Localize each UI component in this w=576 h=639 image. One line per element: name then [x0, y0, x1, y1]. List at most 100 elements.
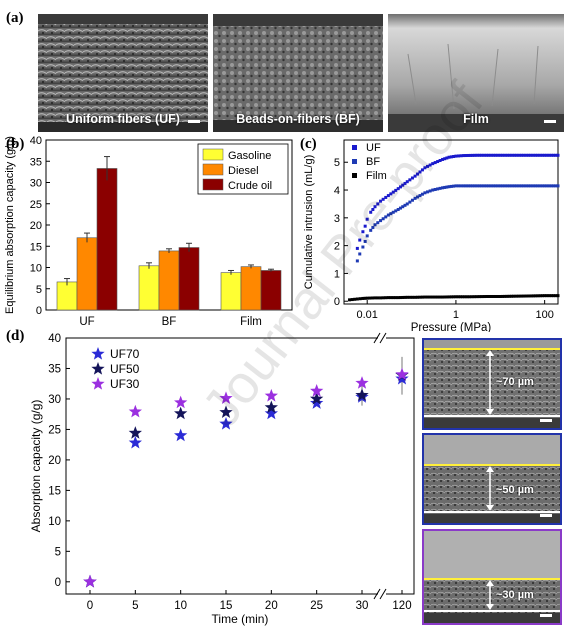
- axis-break-mark: [379, 332, 387, 344]
- legend-swatch: [202, 148, 224, 161]
- data-point-uf: [365, 217, 369, 221]
- data-point-film: [527, 294, 531, 298]
- data-point-uf: [405, 180, 409, 184]
- data-point-film: [514, 294, 518, 298]
- y-tick-label: 0: [36, 305, 42, 317]
- data-point-bf: [505, 184, 509, 188]
- data-point-uf: [489, 153, 493, 157]
- data-point-uf: [547, 153, 551, 157]
- data-point-film: [361, 296, 365, 300]
- bar-crude-oil: [178, 247, 200, 311]
- data-point-bf: [501, 184, 505, 188]
- data-point-bf: [468, 184, 472, 188]
- panel-c-label: (c): [300, 136, 317, 152]
- data-point-film: [353, 297, 357, 301]
- data-point-uf: [545, 153, 549, 157]
- data-point-uf: [524, 153, 528, 157]
- y-axis-label: Cumulative intrusion (mL/g): [303, 155, 315, 290]
- data-point-film: [420, 295, 424, 299]
- intrusion-chart: 0 1 2 3 4 5 0.01 1 100 Pressure (MPa) Cumulative i…: [303, 139, 560, 332]
- data-point-film: [445, 295, 449, 299]
- data-point-bf: [522, 184, 526, 188]
- data-star-uf30: [219, 391, 233, 405]
- data-point-film: [485, 294, 489, 298]
- y-axis-label: Equilibrium absorption capacity (g/g): [4, 136, 16, 314]
- data-point-film: [498, 294, 502, 298]
- y-tick-label: 10: [48, 516, 61, 528]
- axis-break-gap: [378, 590, 386, 598]
- data-point-uf: [396, 187, 400, 191]
- data-point-film: [522, 294, 526, 298]
- data-point-bf: [418, 194, 422, 198]
- legend-marker: [352, 173, 357, 178]
- data-point-film: [405, 295, 409, 299]
- data-point-uf: [452, 154, 456, 158]
- data-point-film: [458, 295, 462, 299]
- data-point-film: [492, 294, 496, 298]
- panel-a-label: (a): [6, 10, 24, 26]
- data-point-bf: [529, 184, 533, 188]
- data-point-film: [348, 298, 352, 302]
- data-star-uf70: [219, 416, 233, 430]
- y-tick-label: 40: [48, 333, 61, 345]
- data-point-uf: [487, 153, 491, 157]
- thickness-label-50: ~50 µm: [496, 484, 534, 496]
- legend-marker: [352, 159, 357, 164]
- data-point-uf: [408, 178, 412, 182]
- data-point-uf: [438, 159, 442, 162]
- bar-crude-oil: [96, 168, 118, 311]
- data-point-uf: [522, 153, 526, 157]
- y-tick-label: 3: [334, 213, 340, 225]
- data-point-bf: [371, 226, 375, 230]
- data-point-uf: [371, 207, 375, 211]
- thickness-label-70: ~70 µm: [496, 376, 534, 388]
- sem-image-film: Film: [388, 14, 564, 132]
- x-axis-label: Time (min): [212, 612, 269, 626]
- sem-thickness-70: ~70 µm: [422, 338, 562, 430]
- data-point-bf: [431, 188, 435, 192]
- data-star-uf50: [310, 391, 324, 405]
- scale-bar: [540, 419, 552, 422]
- data-point-film: [447, 295, 451, 299]
- data-point-bf: [503, 184, 507, 188]
- data-point-bf: [445, 185, 449, 189]
- data-point-uf: [536, 153, 540, 157]
- data-point-bf: [543, 184, 547, 188]
- data-point-uf: [454, 154, 458, 158]
- data-point-film: [376, 296, 380, 300]
- data-point-film: [423, 295, 427, 299]
- axis-break-mark: [379, 588, 387, 600]
- data-star-uf30: [83, 574, 97, 588]
- data-point-uf: [552, 153, 556, 157]
- data-point-uf: [538, 153, 542, 157]
- data-point-uf: [533, 153, 537, 157]
- data-point-bf: [416, 195, 420, 199]
- data-point-film: [358, 297, 362, 301]
- data-point-film: [410, 295, 414, 299]
- data-point-film: [365, 296, 369, 300]
- data-point-film: [501, 294, 505, 298]
- legend-label: UF: [366, 142, 381, 154]
- data-point-bf: [536, 184, 540, 188]
- data-point-film: [545, 294, 549, 298]
- data-star-uf30: [128, 404, 142, 418]
- data-point-bf: [556, 184, 560, 188]
- data-point-bf: [396, 207, 400, 211]
- data-point-uf: [501, 153, 505, 157]
- data-point-bf: [473, 184, 477, 188]
- data-point-uf: [480, 153, 484, 157]
- data-point-film: [452, 295, 456, 299]
- data-point-bf: [454, 184, 458, 188]
- legend-label: Diesel: [228, 165, 259, 177]
- legend-marker: [352, 145, 357, 150]
- y-tick-label: 5: [334, 157, 340, 169]
- data-point-uf: [503, 153, 507, 157]
- data-point-bf: [462, 184, 466, 188]
- data-point-uf: [358, 238, 362, 242]
- data-star-uf70: [395, 371, 409, 385]
- data-point-bf: [438, 186, 442, 190]
- data-point-uf: [496, 153, 500, 157]
- x-tick-label: 10: [174, 600, 187, 612]
- data-point-film: [416, 295, 420, 299]
- x-axis-label: Pressure (MPa): [411, 322, 492, 332]
